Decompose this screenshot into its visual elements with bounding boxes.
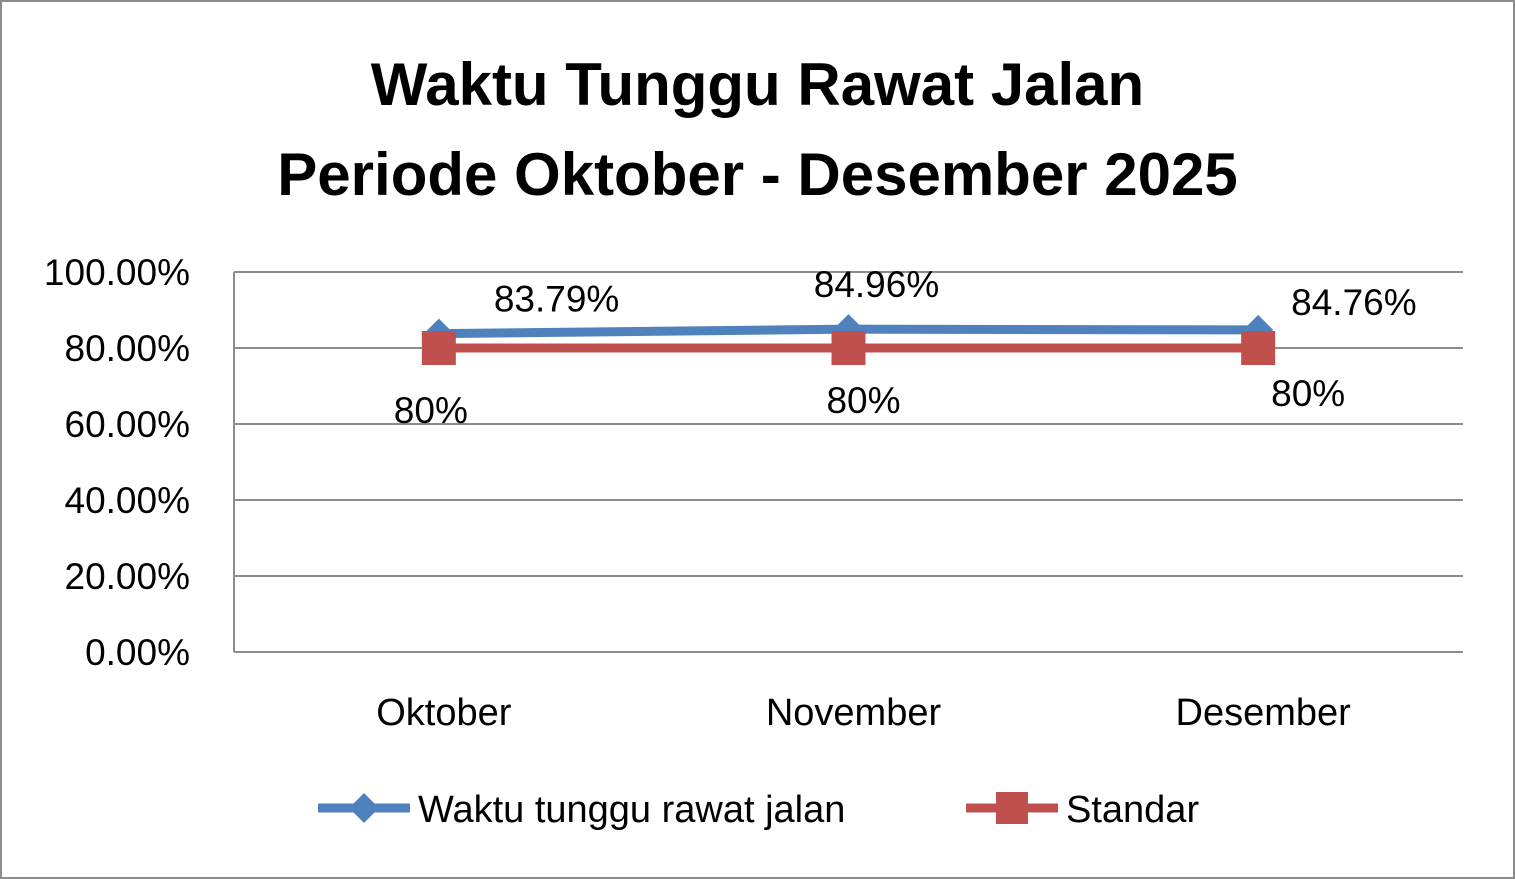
data-label: 84.96% bbox=[814, 264, 940, 305]
chart-title: Waktu Tunggu Rawat Jalan Periode Oktober… bbox=[0, 40, 1515, 220]
data-label: 80% bbox=[394, 390, 468, 431]
square-marker bbox=[1241, 331, 1276, 365]
legend-item: Waktu tunggu rawat jalan bbox=[318, 789, 845, 831]
legend-square-marker bbox=[996, 792, 1028, 824]
data-label: 80% bbox=[826, 380, 900, 421]
data-labels: 83.79% 84.96% 84.76% 80% 80% 80% bbox=[394, 264, 1417, 431]
y-tick-label: 100.00% bbox=[44, 252, 190, 293]
x-tick-label: Desember bbox=[1176, 692, 1352, 734]
y-tick-label: 60.00% bbox=[65, 404, 191, 445]
legend-label: Waktu tunggu rawat jalan bbox=[418, 789, 845, 831]
y-tick-label: 40.00% bbox=[65, 480, 191, 521]
legend-item: Standar bbox=[966, 789, 1199, 831]
legend-label: Standar bbox=[1066, 789, 1199, 831]
x-tick-label: November bbox=[766, 692, 942, 734]
square-marker bbox=[831, 331, 866, 365]
chart-title-line-1: Waktu Tunggu Rawat Jalan bbox=[370, 51, 1145, 118]
chart-title-line-2: Periode Oktober - Desember 2025 bbox=[277, 141, 1238, 208]
y-tick-label: 80.00% bbox=[65, 328, 191, 369]
x-tick-label: Oktober bbox=[376, 692, 512, 734]
data-label: 83.79% bbox=[494, 279, 620, 320]
series-markers bbox=[421, 314, 1276, 365]
y-tick-label: 20.00% bbox=[65, 556, 191, 597]
data-label: 84.76% bbox=[1291, 282, 1417, 323]
y-tick-labels: 0.00% 20.00% 40.00% 60.00% 80.00% 100.00% bbox=[44, 252, 190, 673]
axes bbox=[233, 272, 1463, 653]
data-label: 80% bbox=[1271, 373, 1345, 414]
y-tick-label: 0.00% bbox=[85, 632, 190, 673]
legend: Waktu tunggu rawat jalan Standar bbox=[318, 789, 1199, 831]
legend-diamond-marker bbox=[349, 793, 379, 823]
x-tick-labels: Oktober November Desember bbox=[376, 692, 1351, 734]
square-marker bbox=[421, 331, 456, 365]
